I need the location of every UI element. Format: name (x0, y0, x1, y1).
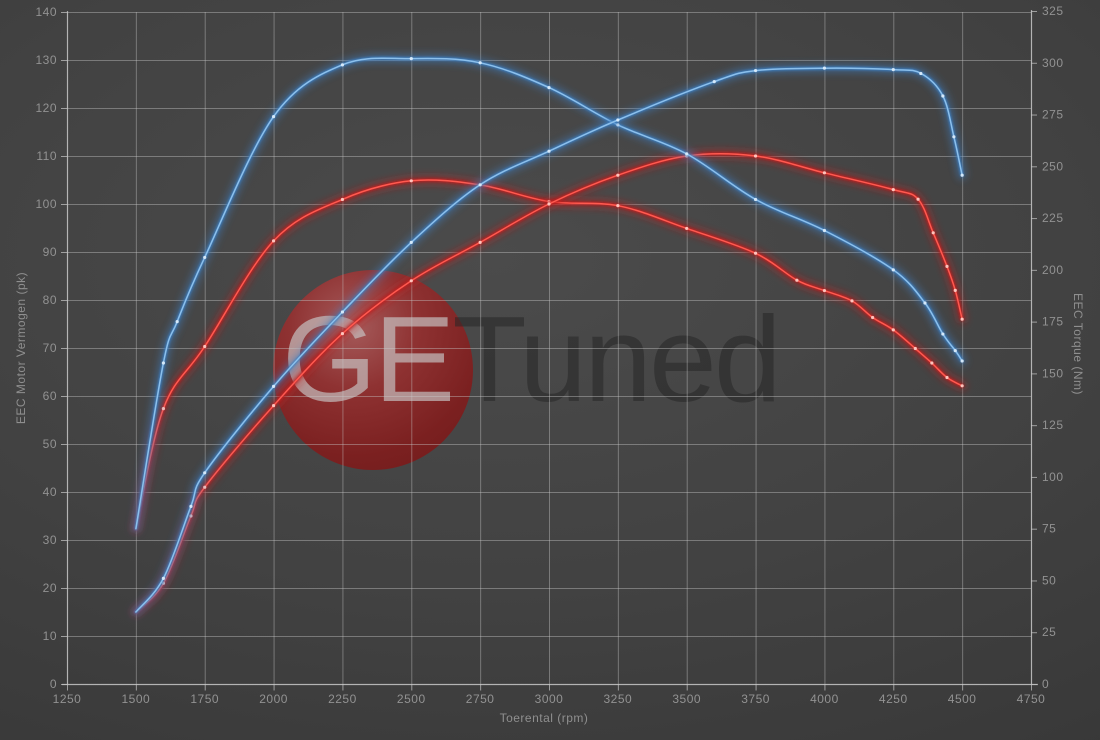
y-right-tick-label: 275 (1042, 108, 1064, 122)
series-power-original-curve (135, 153, 963, 613)
y-right-tick-label: 225 (1042, 211, 1064, 225)
x-tick-label: 3250 (604, 692, 633, 706)
y-left-tick-label: 50 (43, 437, 57, 451)
y-right-tick-label: 325 (1042, 4, 1064, 18)
series-torque-original (131, 175, 967, 534)
y-left-tick-label: 70 (43, 341, 57, 355)
y-right-tick-label: 125 (1042, 418, 1064, 432)
x-axis-title: Toerental (rpm) (499, 711, 589, 725)
watermark-text-secondary: Tuned (452, 291, 781, 427)
y-right-tick-label: 75 (1042, 522, 1056, 536)
series-power-original-points (161, 154, 964, 585)
y-right-tick-label: 50 (1042, 573, 1056, 587)
y-right-tick-label: 175 (1042, 315, 1064, 329)
y-right-tick-label: 100 (1042, 470, 1064, 484)
y-left-tick-label: 0 (50, 677, 57, 691)
y-right-tick-label: 300 (1042, 56, 1064, 70)
x-tick-label: 3750 (741, 692, 770, 706)
x-tick-label: 4500 (948, 692, 977, 706)
y-right-tick-label: 25 (1042, 625, 1056, 639)
x-tick-label: 1500 (122, 692, 151, 706)
y-left-tick-label: 30 (43, 533, 57, 547)
y-left-tick-label: 10 (43, 629, 57, 643)
y-left-tick-label: 140 (35, 5, 57, 19)
y-left-tick-label: 100 (35, 197, 57, 211)
y-left-tick-label: 80 (43, 293, 57, 307)
x-tick-label: 3500 (672, 692, 701, 706)
series-torque-original-curve (135, 179, 963, 530)
x-tick-label: 4250 (879, 692, 908, 706)
x-tick-label: 4000 (810, 692, 839, 706)
y-axis-right-title: EEC Torque (Nm) (1071, 293, 1085, 395)
y-right-tick-label: 200 (1042, 263, 1064, 277)
x-tick-label: 2000 (259, 692, 288, 706)
series-power-tuned-points (161, 66, 964, 581)
y-right-tick-label: 250 (1042, 159, 1064, 173)
y-left-tick-label: 120 (35, 101, 57, 115)
y-left-tick-label: 130 (35, 53, 57, 67)
x-tick-label: 2250 (328, 692, 357, 706)
series-torque-tuned (131, 53, 967, 534)
series-torque-tuned-points (161, 57, 964, 365)
y-left-tick-label: 20 (43, 581, 57, 595)
y-right-tick-label: 150 (1042, 366, 1064, 380)
y-left-tick-label: 60 (43, 389, 57, 403)
tick-labels: 0 10 20 30 40 50 60 70 80 90 100 110 120 130 140 0 25 50 7… (35, 4, 1063, 706)
x-tick-label: 1750 (190, 692, 219, 706)
tick-marks (61, 11, 1037, 691)
x-tick-label: 3000 (535, 692, 564, 706)
y-left-tick-label: 90 (43, 245, 57, 259)
watermark-logo-text: GETuned (282, 298, 782, 420)
y-left-tick-label: 40 (43, 485, 57, 499)
y-right-tick-label: 0 (1042, 677, 1049, 691)
x-tick-label: 2750 (466, 692, 495, 706)
series-power-tuned (131, 63, 967, 617)
y-axis-left-title: EEC Motor Vermogen (pk) (14, 271, 28, 425)
x-tick-label: 1250 (53, 692, 82, 706)
y-left-tick-label: 110 (36, 149, 57, 163)
x-tick-label: 4750 (1017, 692, 1046, 706)
x-tick-label: 2500 (397, 692, 426, 706)
grid-lines (67, 12, 1032, 685)
